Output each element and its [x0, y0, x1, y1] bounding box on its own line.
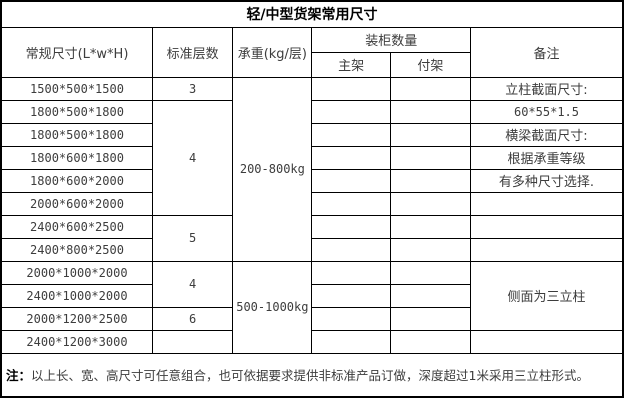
header-main-rack: 主架 [311, 51, 391, 78]
main-rack-cell [311, 214, 391, 239]
main-rack-cell [311, 168, 391, 193]
main-rack-cell [311, 191, 391, 216]
table-row: 2000*600*2000 [0, 191, 624, 216]
sub-rack-cell [389, 214, 471, 239]
table-row: 1500*500*1500 3 200-800kg 立柱截面尺寸: [0, 76, 624, 262]
size-cell: 2400*800*2500 [0, 237, 153, 262]
header-layers: 标准层数 [151, 26, 234, 78]
table-row: 2400*1200*3000 [0, 329, 624, 354]
layers-cell: 4 [151, 99, 234, 216]
size-cell: 1800*600*2000 [0, 168, 153, 193]
size-cell: 2400*1000*2000 [0, 283, 153, 308]
footer-note-text: 以上长、宽、高尺寸可任意组合，也可依据要求提供非标准产品订做，深度超过1米采用三… [31, 368, 589, 384]
remark-cell [469, 214, 624, 239]
load-cell: 500-1000kg [232, 260, 313, 354]
size-cell: 1800*600*1800 [0, 145, 153, 170]
footer-note-row: 注：以上长、宽、高尺寸可任意组合，也可依据要求提供非标准产品订做，深度超过1米采… [0, 352, 624, 398]
remark-cell [469, 191, 624, 216]
sub-rack-cell [389, 191, 471, 216]
header-container-qty: 装柜数量 [311, 26, 471, 53]
remark-cell: 有多种尺寸选择. [469, 168, 624, 193]
main-rack-cell [311, 237, 391, 262]
layers-cell: 5 [151, 214, 234, 262]
header-row-top: 常规尺寸(L*w*H) 标准层数 承重(kg/层) 装柜数量 备注 [0, 26, 624, 78]
footer-note: 注：以上长、宽、高尺寸可任意组合，也可依据要求提供非标准产品订做，深度超过1米采… [0, 352, 624, 398]
main-rack-cell [311, 260, 391, 285]
page-title: 轻/中型货架常用尺寸 [0, 0, 624, 28]
sub-rack-cell [389, 283, 471, 308]
size-cell: 2000*600*2000 [0, 191, 153, 216]
sub-rack-cell [389, 168, 471, 193]
main-rack-cell [311, 306, 391, 331]
size-cell: 2400*1200*3000 [0, 329, 153, 354]
header-row-bottom: 主架 付架 [1, 51, 623, 78]
table-row: 2400*800*2500 [0, 237, 624, 262]
sub-rack-cell [389, 237, 471, 262]
main-rack-cell [311, 122, 391, 147]
table-row: 1800*600*2000 有多种尺寸选择. [0, 168, 624, 193]
size-cell: 1800*500*1800 [0, 99, 153, 124]
remark-cell: 横梁截面尺寸: [469, 122, 624, 147]
size-cell: 2400*600*2500 [0, 214, 153, 239]
main-rack-cell [311, 283, 391, 308]
table-row: 1800*500*1800 4 60*55*1.5 [0, 99, 624, 216]
header-sub-rack: 付架 [389, 51, 471, 78]
size-cell: 2000*1000*2000 [0, 260, 153, 285]
layers-cell: 3 [151, 76, 234, 101]
sub-rack-cell [389, 306, 471, 331]
sub-rack-cell [389, 329, 471, 354]
main-rack-cell [311, 329, 391, 354]
table-row: 2400*600*2500 5 [0, 214, 624, 262]
header-size: 常规尺寸(L*w*H) [0, 26, 153, 78]
table-row: 1800*500*1800 横梁截面尺寸: [0, 122, 624, 147]
footer-note-label: 注： [6, 368, 32, 384]
layers-cell [151, 329, 234, 354]
table-row: 2000*1200*2500 6 [0, 306, 623, 331]
remark-cell [469, 329, 624, 354]
sub-rack-cell [389, 145, 471, 170]
remark-cell [469, 237, 624, 262]
header-remark: 备注 [469, 26, 624, 78]
remark-cell: 60*55*1.5 [469, 99, 624, 124]
size-cell: 1800*500*1800 [0, 122, 153, 147]
header-load: 承重(kg/层) [232, 26, 313, 78]
size-cell: 2000*1200*2500 [0, 306, 153, 331]
main-rack-cell [311, 99, 391, 124]
title-row: 轻/中型货架常用尺寸 [0, 0, 624, 28]
sub-rack-cell [389, 260, 471, 285]
sub-rack-cell [389, 122, 471, 147]
table-row: 2400*1000*2000 [0, 283, 623, 308]
main-rack-cell [311, 145, 391, 170]
layers-cell: 6 [151, 306, 234, 331]
sub-rack-cell [389, 99, 471, 124]
load-cell: 200-800kg [232, 76, 313, 262]
sub-rack-cell [389, 76, 471, 101]
main-rack-cell [311, 76, 391, 101]
size-cell: 1500*500*1500 [0, 76, 153, 101]
table-row: 2000*1000*2000 4 500-1000kg 侧面为三立柱 [0, 260, 624, 354]
table-row: 1800*600*1800 根据承重等级 [0, 145, 624, 170]
remark-cell: 立柱截面尺寸: [469, 76, 624, 101]
remark-cell: 根据承重等级 [469, 145, 624, 170]
layers-cell: 4 [151, 260, 234, 308]
remark-cell: 侧面为三立柱 [469, 260, 624, 331]
